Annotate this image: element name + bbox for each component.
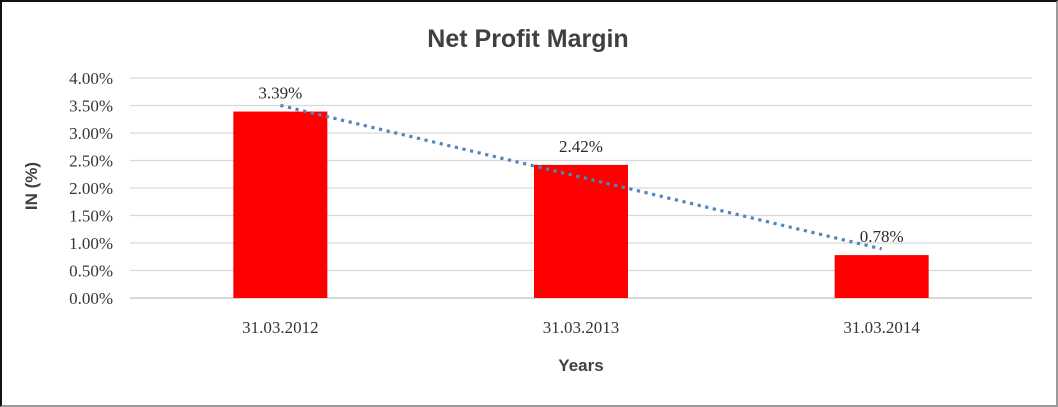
bar bbox=[233, 111, 328, 298]
y-tick-label: 4.00% bbox=[69, 69, 113, 88]
bar-value-label: 0.78% bbox=[860, 227, 904, 246]
y-axis-tick-labels: 0.00% 0.50% 1.00% 1.50% 2.00% 2.50% 3.00% 3.50%… bbox=[69, 69, 113, 308]
trendline bbox=[279, 103, 883, 251]
x-axis-tick-labels: 31.03.2012 31.03.2013 31.03.2014 bbox=[242, 318, 920, 337]
y-axis-title: IN (%) bbox=[22, 162, 41, 210]
y-tick-label: 1.50% bbox=[69, 207, 113, 226]
y-tick-label: 2.50% bbox=[69, 152, 113, 171]
bar-value-label: 2.42% bbox=[559, 137, 603, 156]
bar bbox=[834, 255, 929, 298]
y-tick-label: 1.00% bbox=[69, 234, 113, 253]
y-tick-label: 3.50% bbox=[69, 97, 113, 116]
x-tick-label: 31.03.2013 bbox=[543, 318, 620, 337]
chart-title: Net Profit Margin bbox=[427, 25, 628, 53]
bar-value-label: 3.39% bbox=[258, 84, 302, 103]
y-tick-label: 2.00% bbox=[69, 179, 113, 198]
x-axis-title: Years bbox=[558, 356, 603, 375]
bar bbox=[534, 164, 628, 298]
trendline-dotted-line bbox=[279, 103, 883, 251]
data-labels: 3.39% 2.42% 0.78% bbox=[258, 84, 903, 247]
x-tick-label: 31.03.2012 bbox=[242, 318, 319, 337]
x-tick-label: 31.03.2014 bbox=[843, 318, 920, 337]
bar-series bbox=[233, 111, 929, 298]
y-tick-label: 0.00% bbox=[69, 289, 113, 308]
y-tick-label: 0.50% bbox=[69, 262, 113, 281]
y-tick-label: 3.00% bbox=[69, 124, 113, 143]
